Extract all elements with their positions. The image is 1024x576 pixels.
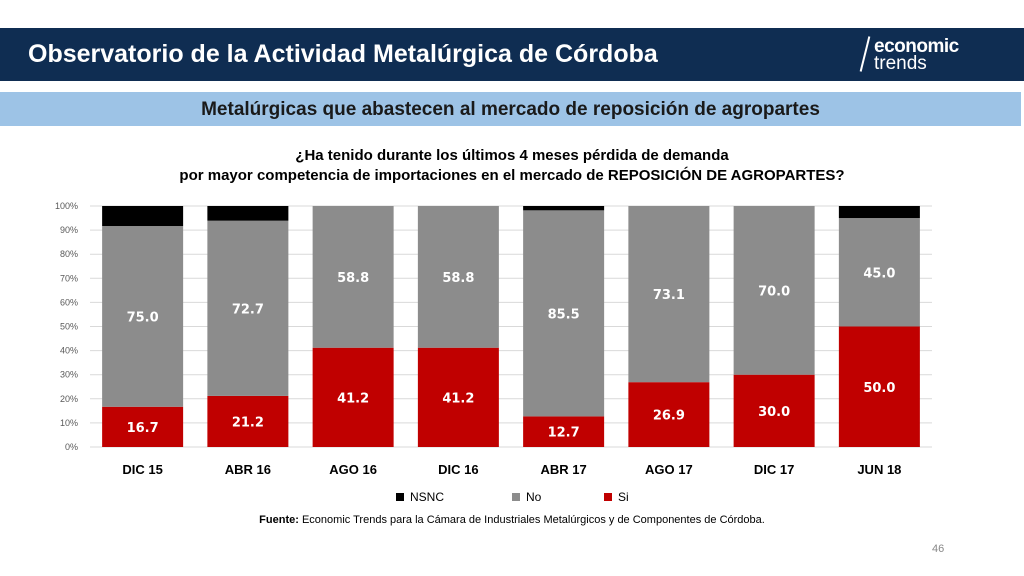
bar-nsnc <box>102 206 184 227</box>
bar-si <box>733 374 815 447</box>
data-label: 75.0 <box>127 310 159 325</box>
question-line2: por mayor competencia de importaciones e… <box>179 167 845 184</box>
y-tick-label: 50% <box>60 322 78 332</box>
data-label: 21.2 <box>232 415 264 430</box>
data-label: 73.1 <box>653 288 685 303</box>
section-subtitle: Metalúrgicas que abastecen al mercado de… <box>201 99 820 120</box>
header-bar: Observatorio de la Actividad Metalúrgica… <box>0 28 1024 81</box>
bar-no <box>838 218 920 327</box>
legend-item-si: Si <box>604 490 629 504</box>
page-number: 46 <box>932 543 945 555</box>
x-tick-label: ABR 16 <box>225 462 271 477</box>
y-tick-label: 40% <box>60 346 78 356</box>
bar-si <box>523 416 605 447</box>
bar-nsnc <box>523 206 605 211</box>
bar-si <box>628 382 710 447</box>
data-label: 30.0 <box>758 405 790 420</box>
logo-line2: trends <box>874 53 927 74</box>
data-label: 70.0 <box>758 284 790 299</box>
bar-si <box>102 406 184 447</box>
data-label: 58.8 <box>337 271 369 286</box>
x-tick-label: ABR 17 <box>541 462 587 477</box>
bar-nsnc <box>838 206 920 219</box>
bar-no <box>102 226 184 407</box>
y-tick-label: 0% <box>65 442 78 452</box>
bar-si <box>838 326 920 447</box>
bar-si <box>417 347 499 447</box>
chart-legend: NSNC No Si <box>0 490 1024 506</box>
x-tick-label: AGO 17 <box>645 462 693 477</box>
logo-line1: economic <box>874 36 959 57</box>
y-tick-label: 80% <box>60 249 78 259</box>
data-label: 50.0 <box>863 381 895 396</box>
data-label: 58.8 <box>442 271 474 286</box>
y-tick-label: 90% <box>60 225 78 235</box>
y-tick-label: 70% <box>60 273 78 283</box>
y-tick-label: 100% <box>55 201 78 211</box>
bar-no <box>733 206 815 375</box>
data-label: 26.9 <box>653 409 685 424</box>
data-label: 45.0 <box>863 266 895 281</box>
source-label: Fuente: <box>259 514 299 526</box>
data-label: 72.7 <box>232 302 264 317</box>
y-tick-label: 20% <box>60 394 78 404</box>
page-title: Observatorio de la Actividad Metalúrgica… <box>28 40 658 68</box>
bar-si <box>312 347 394 447</box>
source-note: Fuente: Economic Trends para la Cámara d… <box>0 514 1024 526</box>
bar-nsnc <box>207 206 289 221</box>
bar-no <box>523 210 605 417</box>
x-tick-label: JUN 18 <box>857 462 901 477</box>
data-label: 12.7 <box>548 426 580 441</box>
y-tick-label: 10% <box>60 418 78 428</box>
legend-label: NSNC <box>410 490 445 504</box>
legend-swatch <box>604 492 612 501</box>
x-tick-label: DIC 16 <box>438 462 478 477</box>
subtitle-bar: Metalúrgicas que abastecen al mercado de… <box>0 92 1021 126</box>
x-tick-label: DIC 15 <box>122 462 162 477</box>
legend-item-no: No <box>512 490 541 504</box>
data-label: 85.5 <box>548 307 580 322</box>
chart-question: ¿Ha tenido durante los últimos 4 meses p… <box>0 146 1024 186</box>
x-tick-label: DIC 17 <box>754 462 794 477</box>
legend-item-nsnc: NSNC <box>396 490 444 504</box>
y-tick-label: 30% <box>60 370 78 380</box>
bar-no <box>312 206 394 348</box>
y-tick-label: 60% <box>60 297 78 307</box>
source-text: Economic Trends para la Cámara de Indust… <box>298 514 765 526</box>
data-label: 41.2 <box>337 391 369 406</box>
bar-no <box>207 220 289 396</box>
legend-swatch <box>396 492 404 501</box>
legend-swatch <box>512 492 520 501</box>
legend-label: No <box>526 490 542 504</box>
legend-label: Si <box>618 490 629 504</box>
question-line1: ¿Ha tenido durante los últimos 4 meses p… <box>295 147 729 164</box>
bar-no <box>628 206 710 383</box>
bar-no <box>417 206 499 348</box>
data-label: 41.2 <box>442 391 474 406</box>
bar-si <box>207 395 289 447</box>
x-tick-label: AGO 16 <box>329 462 377 477</box>
data-label: 16.7 <box>127 421 159 436</box>
